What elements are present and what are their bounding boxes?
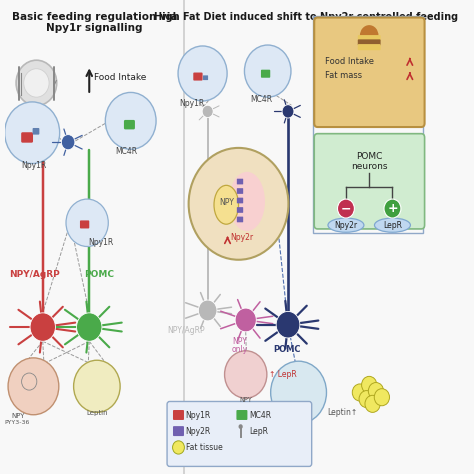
Text: Fat tissue: Fat tissue — [186, 443, 222, 452]
Text: LepR: LepR — [383, 221, 402, 229]
Circle shape — [359, 391, 374, 408]
Circle shape — [368, 383, 383, 400]
Circle shape — [8, 358, 59, 415]
Text: Fat mass: Fat mass — [325, 71, 362, 80]
Circle shape — [352, 384, 367, 401]
Circle shape — [16, 60, 57, 106]
Circle shape — [276, 311, 300, 338]
Text: Npy1R: Npy1R — [186, 411, 211, 419]
FancyBboxPatch shape — [237, 410, 247, 420]
FancyBboxPatch shape — [261, 70, 270, 78]
Text: −: − — [341, 202, 351, 215]
Circle shape — [77, 313, 102, 341]
Text: MC4R: MC4R — [249, 411, 271, 419]
FancyBboxPatch shape — [314, 18, 425, 127]
FancyBboxPatch shape — [33, 128, 39, 135]
Text: Npy2r: Npy2r — [230, 233, 254, 241]
FancyBboxPatch shape — [237, 179, 243, 184]
FancyBboxPatch shape — [173, 410, 184, 420]
Circle shape — [5, 102, 60, 164]
Circle shape — [66, 199, 108, 246]
Text: Basic feeding regulation via
Npy1r signalling: Basic feeding regulation via Npy1r signa… — [12, 12, 177, 34]
Text: MC4R: MC4R — [250, 95, 272, 104]
Circle shape — [73, 360, 120, 412]
FancyBboxPatch shape — [237, 217, 243, 222]
Circle shape — [24, 69, 49, 97]
Ellipse shape — [374, 218, 410, 232]
Text: NPY: NPY — [239, 397, 252, 403]
Text: POMC: POMC — [273, 345, 301, 354]
Circle shape — [225, 351, 267, 398]
Text: High Fat Diet induced shift to Npy2r controlled feeding: High Fat Diet induced shift to Npy2r con… — [154, 12, 458, 22]
Text: LepR: LepR — [249, 427, 268, 436]
Circle shape — [365, 395, 380, 412]
Text: only: only — [232, 345, 248, 354]
Circle shape — [271, 361, 327, 424]
Text: NPY: NPY — [11, 413, 25, 419]
Text: Npy1R: Npy1R — [179, 99, 205, 108]
Circle shape — [30, 313, 55, 341]
Circle shape — [173, 441, 184, 454]
Text: Leptin: Leptin — [86, 410, 108, 417]
Text: Food Intake: Food Intake — [325, 57, 374, 66]
FancyBboxPatch shape — [173, 426, 184, 436]
FancyBboxPatch shape — [21, 132, 33, 143]
Text: NPY/AgRP: NPY/AgRP — [168, 326, 205, 335]
Text: ↑ LepR: ↑ LepR — [269, 370, 297, 379]
Ellipse shape — [229, 172, 265, 231]
Circle shape — [189, 148, 288, 260]
Circle shape — [360, 25, 379, 46]
Text: Food Intake: Food Intake — [94, 73, 147, 82]
Circle shape — [245, 45, 291, 97]
Circle shape — [337, 199, 355, 218]
Text: PYY3-36: PYY3-36 — [5, 420, 30, 425]
Circle shape — [198, 300, 217, 321]
FancyBboxPatch shape — [358, 39, 381, 46]
Text: NPY/AgRP: NPY/AgRP — [9, 271, 60, 279]
FancyBboxPatch shape — [167, 401, 312, 466]
FancyBboxPatch shape — [358, 44, 381, 50]
Text: Npy1R: Npy1R — [89, 238, 114, 247]
Circle shape — [362, 376, 377, 393]
FancyBboxPatch shape — [237, 198, 243, 203]
Circle shape — [61, 135, 75, 150]
Circle shape — [105, 92, 156, 149]
FancyBboxPatch shape — [358, 35, 381, 41]
Text: Npy1R: Npy1R — [22, 161, 47, 170]
Circle shape — [282, 105, 294, 118]
Text: NPY: NPY — [232, 337, 247, 346]
FancyBboxPatch shape — [193, 73, 202, 81]
Text: Npy2r: Npy2r — [334, 221, 357, 229]
FancyBboxPatch shape — [314, 134, 425, 229]
Circle shape — [202, 105, 213, 118]
Text: Npy2R: Npy2R — [186, 427, 211, 436]
Text: +: + — [387, 202, 398, 215]
Circle shape — [235, 308, 256, 332]
FancyBboxPatch shape — [237, 207, 243, 213]
Text: POMC
neurons: POMC neurons — [351, 152, 387, 171]
Ellipse shape — [214, 185, 238, 224]
Circle shape — [384, 199, 401, 218]
FancyBboxPatch shape — [203, 75, 208, 80]
FancyBboxPatch shape — [237, 188, 243, 194]
FancyBboxPatch shape — [80, 220, 89, 228]
Circle shape — [178, 46, 227, 101]
Ellipse shape — [328, 218, 364, 232]
Circle shape — [238, 424, 243, 429]
Text: NPY: NPY — [219, 198, 234, 207]
Text: MC4R: MC4R — [116, 147, 137, 156]
Text: Leptin↑: Leptin↑ — [327, 408, 357, 417]
FancyBboxPatch shape — [124, 120, 135, 129]
Text: POMC: POMC — [84, 271, 114, 279]
Circle shape — [374, 389, 390, 406]
